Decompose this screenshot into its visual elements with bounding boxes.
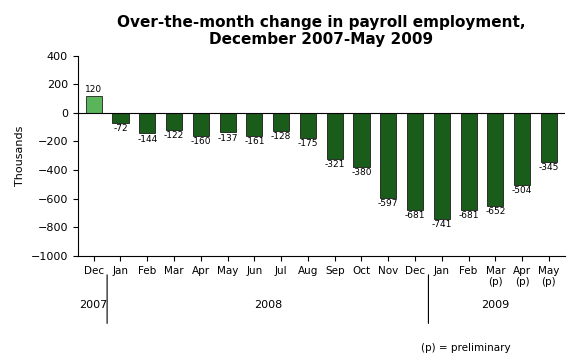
Bar — [193, 113, 209, 136]
Bar — [487, 113, 503, 206]
Text: -122: -122 — [164, 131, 184, 140]
Bar — [220, 113, 235, 132]
Text: -72: -72 — [113, 124, 128, 133]
Bar — [166, 113, 182, 130]
Bar — [139, 113, 155, 134]
Bar — [327, 113, 343, 159]
Text: -380: -380 — [351, 168, 372, 177]
Bar — [86, 96, 101, 113]
Text: 120: 120 — [85, 85, 102, 94]
Text: -504: -504 — [512, 186, 532, 195]
Text: (p) = preliminary: (p) = preliminary — [420, 343, 510, 353]
Y-axis label: Thousands: Thousands — [15, 126, 25, 186]
Text: -161: -161 — [244, 137, 264, 146]
Text: 2009: 2009 — [481, 300, 509, 310]
Text: -345: -345 — [539, 163, 559, 172]
Bar — [300, 113, 316, 138]
Text: -128: -128 — [271, 132, 291, 141]
Bar — [541, 113, 557, 162]
Text: -321: -321 — [325, 160, 345, 169]
Bar — [514, 113, 530, 185]
Bar — [380, 113, 396, 198]
Bar — [273, 113, 289, 131]
Bar — [246, 113, 262, 136]
Text: -681: -681 — [405, 211, 425, 220]
Text: -681: -681 — [458, 211, 479, 220]
Text: -144: -144 — [137, 135, 157, 144]
Bar — [113, 113, 129, 123]
Text: -652: -652 — [485, 207, 506, 216]
Title: Over-the-month change in payroll employment,
December 2007-May 2009: Over-the-month change in payroll employm… — [117, 15, 525, 48]
Text: -160: -160 — [191, 137, 211, 146]
Bar — [407, 113, 423, 210]
Bar — [461, 113, 477, 210]
Text: 2007: 2007 — [79, 300, 108, 310]
Text: -597: -597 — [378, 199, 398, 208]
Text: -175: -175 — [298, 139, 318, 148]
Text: -741: -741 — [432, 220, 452, 229]
Text: 2008: 2008 — [253, 300, 282, 310]
Bar — [353, 113, 369, 167]
Text: -137: -137 — [218, 134, 238, 143]
Bar — [434, 113, 450, 219]
